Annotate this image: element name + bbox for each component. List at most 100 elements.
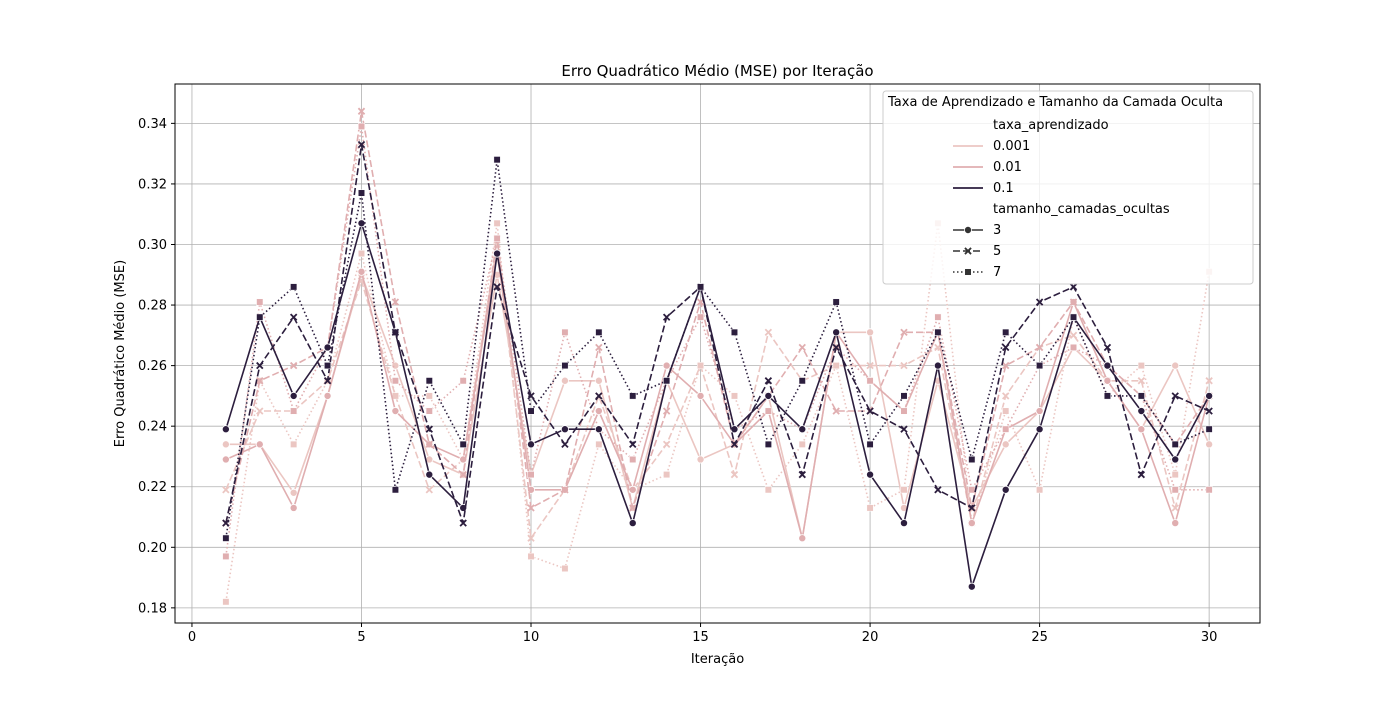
data-point-square bbox=[459, 440, 467, 448]
data-point-square bbox=[697, 313, 705, 321]
x-marker-stroke bbox=[493, 283, 501, 291]
data-point-circle bbox=[628, 519, 637, 528]
data-point-circle bbox=[425, 470, 434, 479]
data-point-circle bbox=[527, 440, 536, 449]
x-marker-stroke bbox=[1069, 283, 1078, 291]
data-point-circle bbox=[798, 425, 807, 434]
series-0.1-7 bbox=[222, 156, 1213, 542]
data-point-x bbox=[1171, 504, 1179, 512]
data-point-square bbox=[357, 250, 365, 258]
data-point-square bbox=[866, 377, 874, 385]
data-point-x bbox=[1002, 392, 1010, 400]
legend: Taxa de Aprendizado e Tamanho da Camada … bbox=[882, 90, 1254, 285]
data-point-x bbox=[798, 470, 806, 479]
data-point-circle bbox=[391, 407, 400, 416]
x-marker-stroke bbox=[289, 361, 298, 370]
data-point-circle bbox=[391, 361, 400, 370]
data-point-circle bbox=[221, 455, 230, 464]
data-point-circle bbox=[798, 534, 807, 543]
data-point-circle bbox=[1137, 407, 1146, 416]
data-point-square bbox=[1171, 440, 1179, 448]
legend-entries: 0.001 0.01 0.1 3 5 7 bbox=[953, 139, 1030, 280]
data-point-x bbox=[1171, 392, 1179, 400]
data-point-square bbox=[663, 471, 671, 479]
x-marker-stroke bbox=[764, 377, 773, 385]
data-point-square bbox=[290, 440, 298, 448]
data-point-circle bbox=[964, 225, 973, 234]
data-point-circle bbox=[967, 582, 976, 591]
data-point-x bbox=[256, 361, 264, 370]
x-marker-stroke bbox=[832, 343, 840, 352]
x-marker-stroke bbox=[798, 470, 806, 479]
y-tick-label: 0.18 bbox=[138, 601, 167, 616]
data-point-square bbox=[764, 440, 772, 448]
data-point-x bbox=[391, 298, 400, 306]
data-point-circle bbox=[1171, 519, 1180, 528]
y-tick-label: 0.34 bbox=[138, 117, 167, 132]
data-point-square bbox=[561, 328, 569, 336]
x-marker-stroke bbox=[357, 107, 366, 115]
data-point-square bbox=[730, 392, 738, 400]
series-line bbox=[225, 222, 1210, 602]
data-point-circle bbox=[866, 328, 875, 337]
data-point-x bbox=[1103, 343, 1112, 352]
x-marker-stroke bbox=[764, 328, 773, 336]
data-point-square bbox=[493, 219, 501, 227]
data-point-square bbox=[1002, 425, 1010, 433]
x-marker-stroke bbox=[527, 392, 535, 400]
series-0.001-5 bbox=[222, 240, 1213, 542]
data-point-x bbox=[1205, 377, 1213, 385]
data-point-square bbox=[324, 362, 332, 370]
y-tick-label: 0.28 bbox=[138, 299, 167, 314]
data-point-circle bbox=[221, 425, 230, 434]
data-point-circle bbox=[1103, 361, 1112, 370]
data-point-circle bbox=[560, 376, 569, 385]
data-point-circle bbox=[289, 391, 298, 400]
data-point-x bbox=[730, 470, 739, 479]
x-marker-stroke bbox=[425, 486, 433, 494]
data-point-x bbox=[662, 440, 671, 449]
data-point-x bbox=[425, 486, 433, 494]
y-axis-label: Erro Quadrático Médio (MSE) bbox=[113, 260, 128, 447]
x-marker-stroke bbox=[866, 361, 874, 370]
data-point-circle bbox=[1035, 407, 1044, 416]
axis-ticks: 0 5 10 15 20 25 30 0.18 0.20 0.22 0.24 0.26 0.28 0.30… bbox=[138, 117, 1217, 645]
series-0.1-5 bbox=[222, 140, 1213, 527]
series-line bbox=[225, 158, 1210, 539]
x-marker-stroke bbox=[1069, 298, 1078, 306]
data-point-square bbox=[425, 392, 433, 400]
data-point-square bbox=[1002, 328, 1010, 336]
data-point-x bbox=[798, 343, 806, 352]
data-point-square bbox=[493, 234, 501, 242]
data-point-square bbox=[1137, 362, 1145, 370]
legend-label-0.01: 0.01 bbox=[993, 160, 1022, 175]
data-point-circle bbox=[696, 391, 705, 400]
y-tick-label: 0.22 bbox=[138, 480, 167, 495]
legend-hue-title: taxa_aprendizado bbox=[993, 118, 1109, 133]
data-point-x bbox=[1069, 331, 1078, 340]
data-point-circle bbox=[1001, 485, 1010, 494]
x-marker-stroke bbox=[1171, 504, 1179, 512]
data-point-square bbox=[832, 298, 840, 306]
x-marker-stroke bbox=[1205, 377, 1213, 385]
data-point-x bbox=[391, 328, 400, 336]
series-line bbox=[225, 222, 1210, 588]
x-tick-label: 0 bbox=[188, 630, 196, 645]
data-point-x bbox=[1205, 407, 1213, 415]
data-point-x bbox=[425, 425, 433, 433]
x-marker-stroke bbox=[256, 361, 264, 370]
data-point-x bbox=[1002, 361, 1010, 370]
data-point-circle bbox=[1171, 455, 1180, 464]
x-marker-stroke bbox=[900, 361, 908, 370]
data-point-square bbox=[561, 362, 569, 370]
data-point-circle bbox=[594, 425, 603, 434]
data-point-circle bbox=[560, 425, 569, 434]
data-point-square bbox=[964, 268, 972, 276]
data-point-square bbox=[256, 313, 264, 321]
x-marker-stroke bbox=[1002, 361, 1010, 370]
x-axis-label: Iteração bbox=[691, 652, 744, 667]
data-point-square bbox=[493, 156, 501, 164]
data-point-square bbox=[459, 377, 467, 385]
legend-style-label-7: 7 bbox=[993, 265, 1001, 280]
x-tick-label: 15 bbox=[692, 630, 709, 645]
